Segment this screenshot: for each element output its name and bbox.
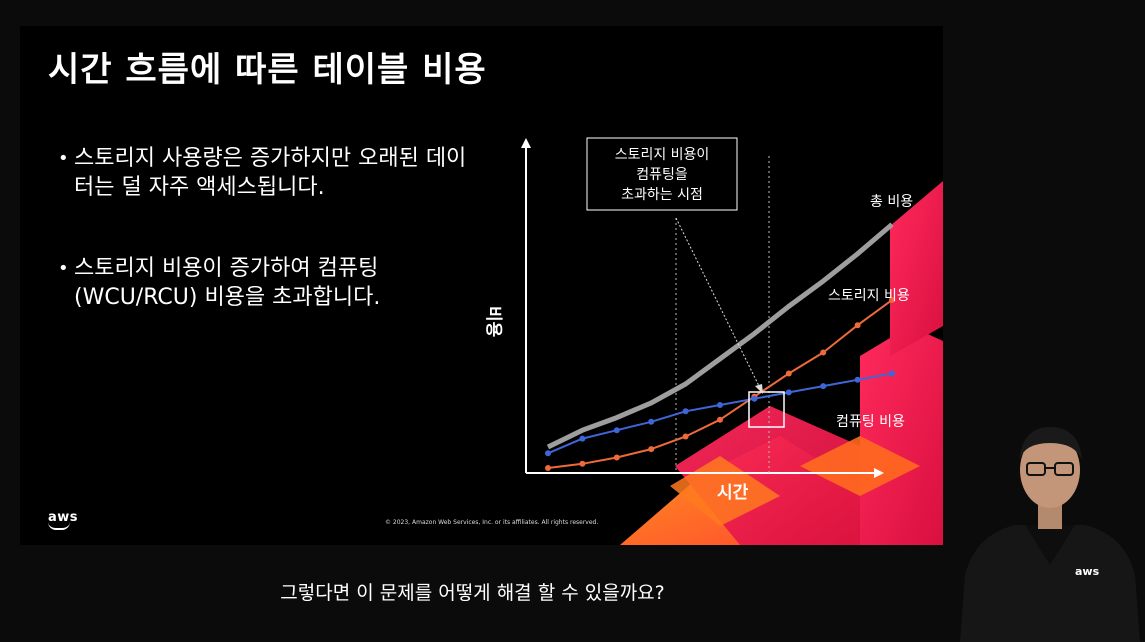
bullet-item: 스토리지 사용량은 증가하지만 오래된 데이터는 덜 자주 액세스됩니다. (58, 144, 478, 202)
series-label-storage: 스토리지 비용 (828, 288, 910, 304)
y-axis-label: 비용 (483, 306, 503, 338)
annotation-line: 컴퓨팅을 (636, 167, 688, 183)
compute-cost-point (854, 376, 861, 383)
storage-cost-point (820, 349, 827, 356)
slide-title: 시간 흐름에 따른 테이블 비용 (48, 50, 487, 90)
compute-cost-point (785, 389, 792, 396)
slide: 시간 흐름에 따른 테이블 비용 스토리지 사용량은 증가하지만 오래된 데이터… (20, 26, 943, 545)
compute-cost-point (820, 383, 827, 390)
total-cost-line (546, 222, 894, 450)
compute-cost-point (751, 395, 758, 402)
bullet-list: 스토리지 사용량은 증가하지만 오래된 데이터는 덜 자주 액세스됩니다. 스토… (58, 144, 478, 364)
cost-chart: 시간 비용 스토리지 비용이 컴퓨팅을 초과하는 시점 총 비용 스토리지 비용… (483, 137, 943, 545)
annotation-line: 초과하는 시점 (621, 187, 703, 203)
annotation-line: 스토리지 비용이 (615, 147, 710, 163)
compute-cost-point (682, 408, 689, 415)
compute-cost-point (648, 418, 655, 425)
annotation-pointer-head (755, 384, 763, 394)
copyright-text: © 2023, Amazon Web Services, Inc. or its… (385, 519, 599, 526)
storage-cost-point (682, 433, 689, 440)
storage-cost-point (579, 460, 586, 467)
storage-cost-point (613, 454, 620, 461)
compute-cost-point (545, 450, 551, 457)
storage-cost-point (545, 465, 551, 471)
shirt-aws-logo: aws (1075, 565, 1100, 578)
compute-cost-point (579, 435, 586, 442)
storage-cost-point (854, 322, 861, 329)
bullet-item: 스토리지 비용이 증가하여 컴퓨팅(WCU/RCU) 비용을 초과합니다. (58, 254, 478, 312)
compute-cost-point (717, 402, 723, 408)
storage-cost-point (648, 446, 655, 453)
series-label-compute: 컴퓨팅 비용 (836, 414, 905, 430)
compute-cost-point (889, 370, 895, 377)
decorative-blocks (620, 181, 943, 545)
x-axis-arrow (874, 468, 884, 478)
video-subtitle: 그렇다면 이 문제를 어떻게 해결 할 수 있을까요? (280, 582, 665, 604)
crossover-box (748, 391, 785, 428)
aws-logo: aws (48, 510, 78, 530)
storage-cost-point (889, 297, 895, 303)
x-axis-label: 시간 (717, 483, 749, 503)
series-label-total: 총 비용 (870, 194, 913, 210)
storage-cost-point (785, 370, 792, 377)
y-axis-arrow (521, 138, 531, 148)
compute-cost-point (613, 427, 620, 434)
annotation-box (586, 137, 738, 211)
storage-cost-point (717, 416, 723, 423)
presenter-video: aws (955, 415, 1145, 642)
